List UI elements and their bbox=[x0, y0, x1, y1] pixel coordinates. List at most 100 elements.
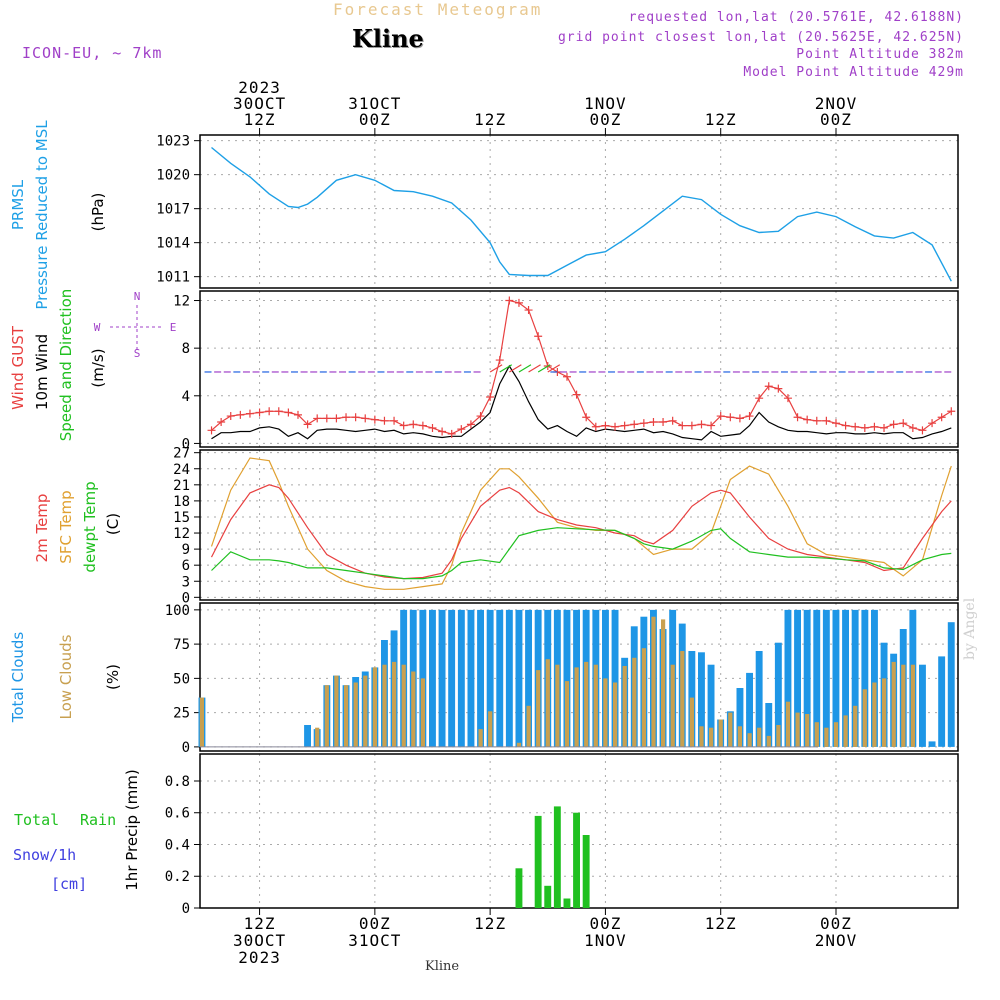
low-cloud-bar bbox=[632, 657, 637, 747]
low-cloud-bar bbox=[199, 697, 204, 747]
low-cloud-bar bbox=[833, 722, 839, 747]
total-cloud-bar bbox=[467, 609, 475, 747]
gust-marker bbox=[534, 332, 543, 341]
gust-marker bbox=[505, 296, 514, 305]
gust-marker bbox=[639, 419, 648, 428]
gust-marker bbox=[428, 423, 437, 432]
wind-direction-arrow bbox=[537, 364, 551, 373]
pressure-unit-label: (hPa) bbox=[89, 193, 107, 232]
gust-marker bbox=[678, 421, 687, 430]
gust-marker bbox=[687, 421, 696, 430]
low-cloud-bar bbox=[661, 619, 666, 747]
low-cloud-bar bbox=[555, 664, 560, 747]
gust-marker bbox=[342, 413, 351, 422]
low-clouds-label: Low Clouds bbox=[57, 634, 75, 719]
total-cloud-bar bbox=[784, 609, 792, 747]
pressure-ytick-label: 1020 bbox=[156, 168, 190, 184]
low-cloud-bar bbox=[795, 712, 800, 747]
gust-marker bbox=[486, 392, 495, 401]
gust-marker bbox=[245, 409, 254, 418]
temperature-ytick-label: 0 bbox=[182, 590, 190, 606]
low-cloud-bar bbox=[651, 616, 656, 747]
total-cloud-bar bbox=[515, 609, 523, 747]
total-cloud-bar bbox=[871, 609, 878, 747]
total-cloud-bar bbox=[429, 609, 436, 747]
low-cloud-bar bbox=[805, 714, 810, 747]
gust-marker bbox=[409, 420, 418, 429]
wind-unit-label: (m/s) bbox=[89, 348, 107, 387]
dewpoint-line bbox=[211, 527, 952, 580]
total-cloud-bar bbox=[861, 609, 869, 747]
gust-marker bbox=[582, 413, 591, 422]
clouds-ytick-label: 50 bbox=[173, 671, 190, 687]
total-cloud-bar bbox=[698, 652, 705, 747]
temperature-ytick-label: 9 bbox=[182, 542, 190, 558]
gust-marker bbox=[572, 390, 581, 399]
wind-direction-arrow bbox=[547, 364, 561, 373]
pressure-desc-label: Pressure Reduced to MSL bbox=[33, 120, 51, 310]
wind-ytick-label: 4 bbox=[182, 389, 190, 405]
low-cloud-bar bbox=[478, 729, 483, 747]
gust-marker bbox=[707, 421, 716, 430]
low-cloud-bar bbox=[862, 689, 867, 747]
gust-marker bbox=[611, 422, 620, 431]
gust-marker bbox=[322, 414, 331, 423]
wind-gust-line bbox=[211, 299, 952, 435]
wind-speed-line bbox=[211, 364, 952, 441]
bottom-time-label: 1NOV bbox=[584, 931, 627, 950]
low-cloud-bar bbox=[824, 727, 829, 747]
wind-ytick-label: 8 bbox=[182, 341, 190, 357]
gust-marker bbox=[899, 419, 908, 428]
low-cloud-bar bbox=[680, 651, 685, 747]
bottom-time-label: 30OCT bbox=[233, 931, 286, 950]
top-time-label: 00Z bbox=[589, 110, 621, 129]
total-cloud-bar bbox=[304, 725, 311, 747]
total-cloud-bar bbox=[525, 609, 532, 747]
rain-bar bbox=[515, 868, 523, 908]
low-cloud-bar bbox=[392, 661, 397, 747]
low-cloud-bar bbox=[603, 678, 608, 747]
meteogram-title: Forecast Meteogram bbox=[333, 0, 543, 19]
gust-marker bbox=[351, 413, 360, 422]
gust-marker bbox=[591, 422, 600, 431]
low-cloud-bar bbox=[536, 670, 541, 747]
station-name: Kline bbox=[352, 24, 424, 53]
gust-marker bbox=[716, 412, 725, 421]
low-cloud-bar bbox=[545, 659, 550, 747]
gust-marker bbox=[697, 420, 706, 429]
temperature-ytick-label: 18 bbox=[173, 494, 190, 510]
pressure-ytick-label: 1011 bbox=[156, 270, 190, 286]
precip-rain-label: Rain bbox=[80, 811, 116, 829]
total-cloud-bar bbox=[947, 622, 955, 747]
compass-s: S bbox=[134, 347, 141, 360]
low-cloud-bar bbox=[488, 711, 493, 747]
gust-marker bbox=[380, 416, 389, 425]
temperature-ytick-label: 24 bbox=[173, 462, 190, 478]
compass-rose-icon bbox=[110, 305, 164, 350]
low-cloud-bar bbox=[910, 664, 915, 747]
rain-bar bbox=[563, 898, 571, 908]
precip-ytick-label: 0.2 bbox=[165, 869, 190, 885]
low-cloud-bar bbox=[891, 661, 896, 747]
gust-marker bbox=[418, 421, 427, 430]
pressure-ytick-label: 1017 bbox=[156, 202, 190, 218]
bottom-time-label: 2NOV bbox=[815, 931, 858, 950]
gust-marker bbox=[831, 419, 840, 428]
gust-marker bbox=[947, 407, 956, 416]
low-cloud-bar bbox=[709, 727, 714, 747]
low-cloud-bar bbox=[593, 664, 598, 747]
bottom-time-label: 12Z bbox=[474, 914, 506, 933]
top-time-label: 30OCT bbox=[233, 94, 286, 113]
low-cloud-bar bbox=[411, 671, 416, 747]
point-altitude: Point Altitude 382m bbox=[796, 47, 964, 62]
gust-marker bbox=[236, 410, 245, 419]
gust-marker bbox=[390, 416, 399, 425]
low-cloud-bar bbox=[382, 664, 387, 747]
wind-direction-arrow bbox=[489, 364, 503, 373]
total-cloud-bar bbox=[755, 651, 763, 747]
rain-bar bbox=[534, 815, 542, 908]
temperature-ytick-label: 15 bbox=[173, 510, 190, 526]
low-cloud-bar bbox=[516, 742, 522, 747]
temperature-ytick-label: 3 bbox=[182, 574, 190, 590]
